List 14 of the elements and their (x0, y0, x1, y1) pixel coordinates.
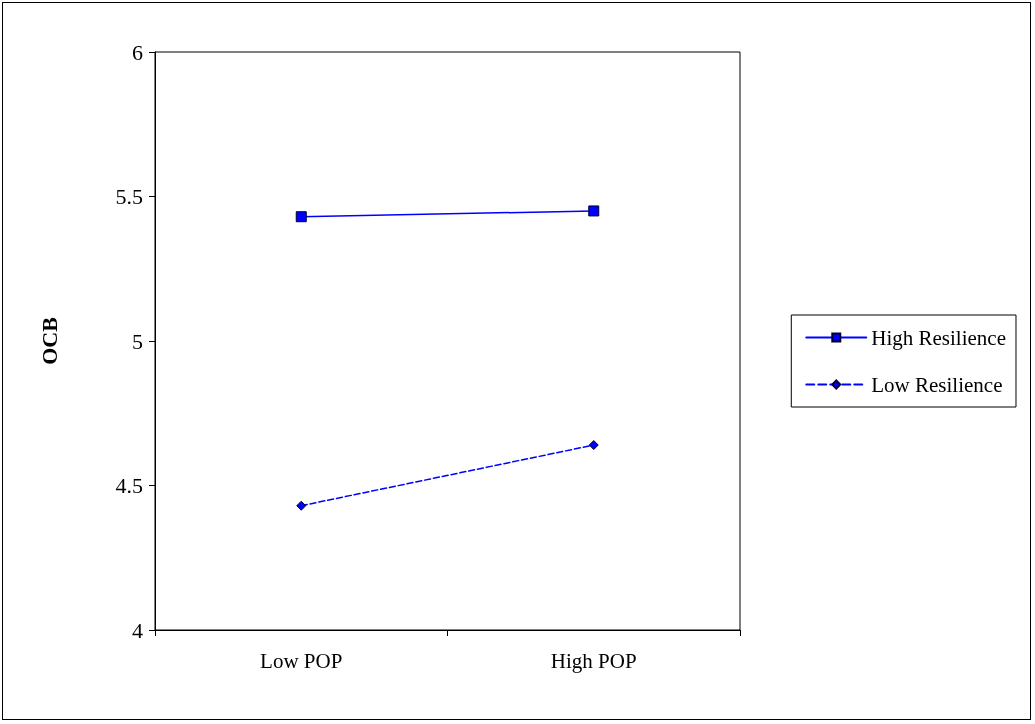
point (588, 205, 600, 217)
point (588, 440, 599, 451)
y-tick-label: 6 (132, 39, 143, 65)
y-tick-label: 5.5 (115, 184, 143, 209)
point (296, 500, 307, 511)
point (295, 211, 307, 223)
x-tick-label: Low POP (260, 648, 343, 673)
legend-label: High Resilience (871, 325, 1006, 350)
y-tick-label: 4 (132, 617, 143, 643)
legend-label: Low Resilience (871, 372, 1003, 397)
y-axis-title: OCB (36, 316, 62, 365)
x-tick-label: High POP (550, 648, 637, 673)
y-tick-label: 5 (132, 328, 143, 354)
y-tick-label: 4.5 (115, 473, 143, 498)
